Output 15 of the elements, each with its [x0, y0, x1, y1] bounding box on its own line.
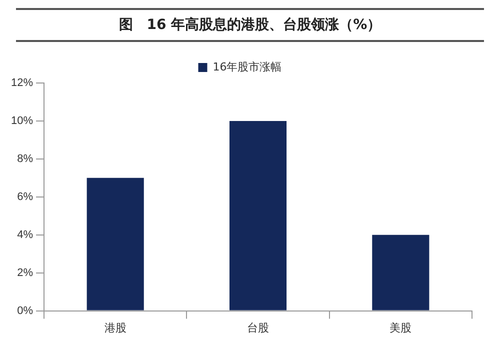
- bar: [372, 234, 430, 310]
- x-tick-label: 美股: [390, 321, 412, 334]
- x-tick-label: 港股: [104, 321, 126, 334]
- y-tick-label: 8%: [17, 152, 34, 165]
- y-tick-label: 0%: [17, 304, 34, 317]
- y-tick-label: 10%: [10, 115, 34, 127]
- y-tick-label: 4%: [17, 228, 34, 241]
- y-tick-label: 2%: [17, 266, 34, 279]
- legend-label: 16年股市涨幅: [212, 60, 282, 74]
- y-tick-label: 12%: [10, 77, 34, 90]
- x-tick-label: 台股: [247, 321, 270, 334]
- y-tick-label: 6%: [17, 190, 34, 203]
- bar: [229, 120, 287, 310]
- bar: [86, 178, 144, 310]
- chart-title: 图 16 年高股息的港股、台股领涨（%）: [16, 8, 484, 42]
